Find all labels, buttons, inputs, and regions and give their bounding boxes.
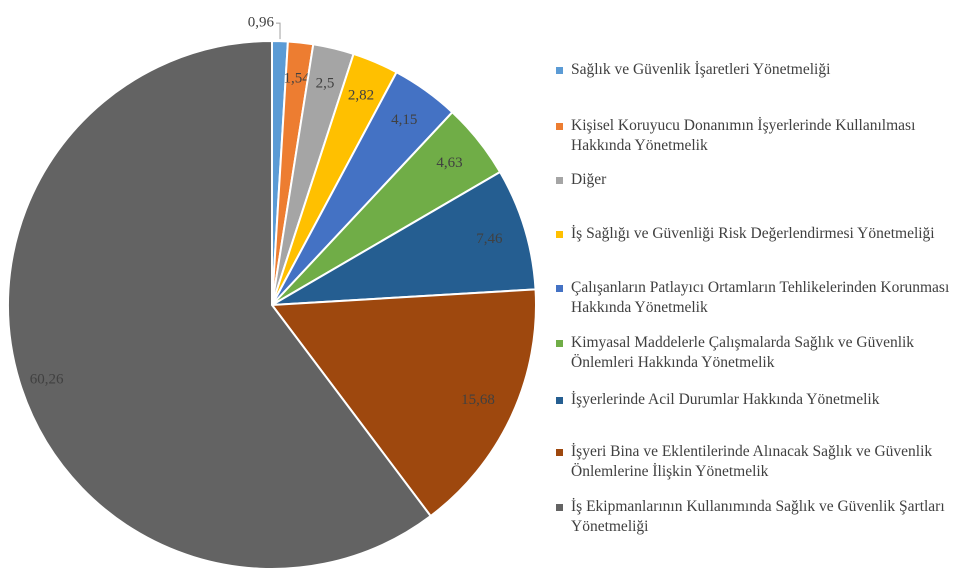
legend-item: Kişisel Koruyucu Donanımın İşyerlerinde … (556, 116, 956, 156)
data-label: 1,54 (284, 71, 311, 87)
legend-label: Diğer (571, 171, 607, 188)
legend-swatch (556, 231, 563, 238)
legend-label: Çalışanların Patlayıcı Ortamların Tehlik… (571, 279, 950, 316)
legend-item: İş Sağlığı ve Güvenliği Risk Değerlendir… (556, 224, 956, 244)
legend-label: İşyeri Bina ve Eklentilerinde Alınacak S… (571, 443, 933, 480)
data-label: 4,63 (436, 155, 462, 171)
legend-item: Sağlık ve Güvenlik İşaretleri Yönetmeliğ… (556, 60, 956, 80)
legend-swatch (556, 285, 563, 292)
data-label: 2,82 (348, 88, 374, 104)
data-label: 60,26 (30, 372, 64, 388)
legend-item: Çalışanların Patlayıcı Ortamların Tehlik… (556, 278, 956, 318)
legend-swatch (556, 67, 563, 74)
pie-slice (270, 288, 537, 518)
data-label: 7,46 (476, 231, 503, 247)
legend-label: İş Sağlığı ve Güvenliği Risk Değerlendir… (571, 225, 935, 242)
legend-swatch (556, 397, 563, 404)
legend-swatch (556, 340, 563, 347)
legend-item: Diğer (556, 170, 956, 190)
data-label: 2,5 (316, 76, 335, 92)
legend-swatch (556, 504, 563, 511)
legend-label: İş Ekipmanlarının Kullanımında Sağlık ve… (571, 498, 945, 535)
legend-item: İşyeri Bina ve Eklentilerinde Alınacak S… (556, 442, 956, 482)
legend-label: Kimyasal Maddelerle Çalışmalarda Sağlık … (571, 334, 915, 371)
data-label: 0,96 (248, 15, 275, 31)
legend-item: İş Ekipmanlarının Kullanımında Sağlık ve… (556, 497, 956, 537)
legend-label: Kişisel Koruyucu Donanımın İşyerlerinde … (571, 117, 916, 154)
pie-slice (271, 170, 537, 306)
legend-label: İşyerlerinde Acil Durumlar Hakkında Yöne… (571, 391, 880, 408)
pie-slice (7, 39, 433, 570)
data-label: 4,15 (391, 112, 417, 128)
legend-swatch (556, 123, 563, 130)
legend-swatch (556, 449, 563, 456)
legend-item: Kimyasal Maddelerle Çalışmalarda Sağlık … (556, 333, 956, 373)
legend-label: Sağlık ve Güvenlik İşaretleri Yönetmeliğ… (571, 61, 831, 78)
data-label: 15,68 (461, 392, 495, 408)
legend-swatch (556, 177, 563, 184)
legend-item: İşyerlerinde Acil Durumlar Hakkında Yöne… (556, 390, 956, 410)
leader-line (276, 22, 281, 40)
